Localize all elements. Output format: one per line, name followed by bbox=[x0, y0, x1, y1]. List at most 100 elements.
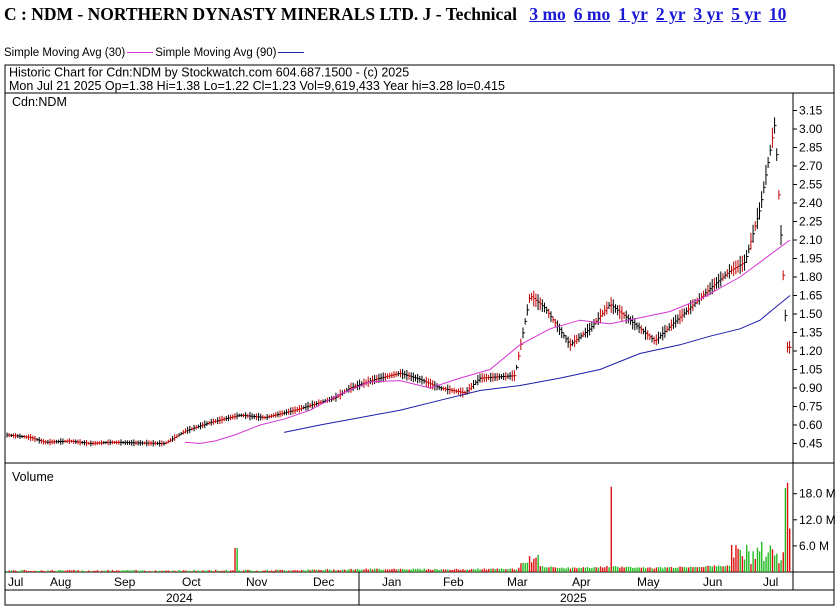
range-link-3yr[interactable]: 3 yr bbox=[693, 4, 724, 24]
volume-bar bbox=[309, 570, 311, 572]
volume-bar bbox=[574, 567, 576, 572]
volume-bar bbox=[146, 571, 148, 572]
volume-bar bbox=[735, 545, 737, 572]
volume-bar bbox=[700, 567, 703, 572]
volume-bar bbox=[128, 570, 131, 572]
volume-bar bbox=[285, 570, 288, 572]
volume-bar bbox=[264, 570, 266, 572]
range-link-3mo[interactable]: 3 mo bbox=[529, 4, 566, 24]
volume-bar bbox=[627, 566, 630, 572]
volume-bar bbox=[563, 568, 565, 572]
volume-bar bbox=[328, 569, 331, 572]
range-link-2yr[interactable]: 2 yr bbox=[655, 4, 686, 24]
volume-bar bbox=[311, 569, 314, 572]
volume-bar bbox=[640, 567, 643, 572]
volume-bar bbox=[322, 570, 324, 572]
volume-bar bbox=[472, 569, 475, 572]
volume-bar bbox=[369, 568, 372, 572]
volume-bar bbox=[292, 570, 294, 572]
volume-bar bbox=[380, 569, 382, 572]
volume-bar bbox=[528, 556, 531, 572]
volume-tick-label: 18.0 M bbox=[799, 487, 836, 501]
volume-bar bbox=[526, 562, 529, 572]
volume-bar bbox=[331, 570, 333, 572]
axis-labels: 3.15 3.00 2.85 2.70 2.55 2.40 2.25 2.10 1.95 1.80… bbox=[8, 104, 836, 606]
volume-bar bbox=[683, 567, 686, 572]
volume-bar bbox=[283, 570, 286, 572]
volume-bar bbox=[634, 567, 636, 572]
volume-bar bbox=[227, 571, 230, 572]
volume-bar bbox=[346, 570, 348, 572]
volume-bar bbox=[251, 571, 253, 572]
volume-bar bbox=[672, 567, 675, 572]
volume-bar bbox=[649, 567, 651, 572]
volume-label: Volume bbox=[12, 470, 54, 484]
volume-bar bbox=[657, 567, 660, 572]
volume-bar bbox=[107, 569, 109, 572]
price-tick-label: 0.45 bbox=[799, 437, 823, 451]
volume-bar bbox=[34, 570, 36, 572]
volume-bar bbox=[720, 565, 722, 572]
volume-bar bbox=[404, 569, 406, 572]
volume-bar bbox=[432, 569, 434, 572]
volume-bar bbox=[584, 567, 587, 572]
range-link-1yr[interactable]: 1 yr bbox=[618, 4, 648, 24]
volume-bar bbox=[591, 568, 593, 572]
volume-bar bbox=[313, 569, 316, 572]
volume-bar bbox=[464, 570, 466, 572]
volume-bar bbox=[83, 570, 86, 572]
price-tick-label: 2.55 bbox=[799, 178, 823, 192]
volume-bar bbox=[62, 570, 64, 572]
volume-bar bbox=[163, 570, 165, 572]
range-link-10yr[interactable]: 10 bbox=[768, 4, 787, 24]
volume-bar bbox=[290, 570, 292, 572]
volume-bar bbox=[169, 571, 172, 572]
volume-bar bbox=[705, 566, 707, 572]
volume-bar bbox=[277, 569, 279, 572]
volume-bar bbox=[608, 567, 610, 572]
volume-bar bbox=[171, 570, 174, 572]
volume-bar bbox=[595, 567, 597, 572]
volume-bar bbox=[148, 571, 150, 572]
volume-bar bbox=[558, 568, 561, 572]
volume-bar bbox=[442, 569, 445, 572]
volume-bar bbox=[150, 571, 152, 572]
volume-bar bbox=[679, 566, 681, 572]
volume-bar bbox=[341, 569, 344, 572]
volume-bar bbox=[520, 563, 522, 572]
volume-bar bbox=[546, 567, 548, 572]
month-label: Nov bbox=[246, 575, 267, 589]
volume-bar bbox=[748, 551, 750, 572]
volume-bar bbox=[262, 570, 264, 572]
price-tick-label: 2.10 bbox=[799, 233, 823, 247]
range-link-5yr[interactable]: 5 yr bbox=[731, 4, 761, 24]
volume-bar bbox=[260, 571, 262, 572]
volume-bar bbox=[318, 569, 320, 572]
volume-bar bbox=[500, 568, 503, 572]
volume-bar bbox=[247, 569, 249, 572]
month-label: Aug bbox=[50, 575, 71, 589]
volume-bar bbox=[206, 570, 208, 572]
volume-bar bbox=[58, 570, 60, 572]
volume-bar bbox=[537, 554, 539, 572]
volume-bar bbox=[238, 570, 240, 572]
volume-bar bbox=[32, 571, 34, 572]
volume-bar bbox=[350, 568, 352, 572]
volume-bar bbox=[696, 567, 698, 572]
volume-bar bbox=[73, 569, 75, 572]
volume-bar bbox=[429, 569, 432, 572]
volume-bar bbox=[651, 568, 653, 572]
volume-bar bbox=[27, 571, 30, 572]
month-label: Oct bbox=[182, 575, 201, 589]
volume-bar bbox=[554, 567, 557, 572]
volume-bar bbox=[85, 571, 88, 572]
volume-bar bbox=[12, 570, 15, 572]
volume-bar bbox=[447, 569, 449, 572]
volume-bar bbox=[42, 571, 45, 572]
volume-bar bbox=[552, 567, 554, 572]
range-link-6mo[interactable]: 6 mo bbox=[573, 4, 611, 24]
volume-bar bbox=[741, 556, 744, 572]
volume-bar bbox=[421, 569, 423, 572]
volume-bar bbox=[189, 570, 191, 572]
volume-bar bbox=[522, 562, 524, 572]
